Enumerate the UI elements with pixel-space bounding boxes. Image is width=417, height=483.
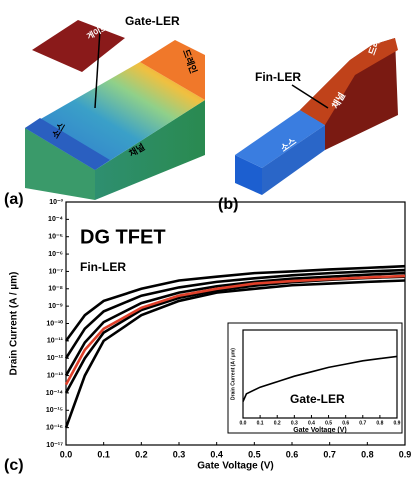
annotation: Gate-LER (125, 14, 180, 28)
y-tick-label: 10⁻⁸ (48, 286, 63, 293)
x-tick-label: 0.3 (291, 420, 298, 426)
figure: 게이트 Gate-LER 소스 채널 드레인 (a) Fin-LER 소스 채널… (0, 0, 417, 483)
gate-plate (32, 20, 125, 72)
x-tick-label: 0.1 (97, 449, 110, 459)
y-tick-label: 10⁻¹⁶ (46, 424, 63, 431)
x-tick-label: 0.1 (257, 420, 264, 426)
y-tick-label: 10⁻¹⁷ (46, 442, 63, 449)
x-tick-label: 0.5 (325, 420, 332, 426)
y-axis-label: Drain Current (A / µm) (9, 272, 20, 376)
y-tick-label: 10⁻⁹ (48, 303, 63, 310)
y-tick-label: 10⁻⁴ (48, 216, 63, 223)
x-tick-label: 0.3 (173, 449, 186, 459)
x-tick-label: 0.9 (394, 420, 401, 426)
x-tick-label: 0.0 (240, 420, 247, 426)
x-tick-label: 0.8 (376, 420, 383, 426)
annotation: Gate-LER (290, 392, 345, 406)
inset-frame (228, 323, 402, 433)
y-tick-label: 10⁻³ (49, 199, 63, 206)
x-tick-label: 0.4 (308, 420, 315, 426)
x-tick-label: 0.2 (135, 449, 148, 459)
y-tick-label: 10⁻¹⁴ (46, 390, 64, 397)
x-tick-label: 0.2 (274, 420, 281, 426)
x-tick-label: 0.0 (60, 449, 73, 459)
annotation: Fin-LER (255, 70, 301, 84)
x-tick-label: 0.4 (210, 449, 223, 459)
y-tick-label: 10⁻¹⁵ (46, 407, 63, 414)
x-tick-label: 0.7 (359, 420, 366, 426)
annotation: Fin-LER (80, 260, 126, 274)
page: 게이트 Gate-LER 소스 채널 드레인 (a) Fin-LER 소스 채널… (0, 0, 417, 483)
y-tick-label: 10⁻¹¹ (47, 338, 64, 345)
x-tick-label: 0.8 (361, 449, 374, 459)
y-tick-label: 10⁻¹⁰ (46, 319, 63, 327)
x-tick-label: 0.6 (342, 420, 349, 426)
device-b (235, 38, 398, 195)
x-tick-label: 0.6 (286, 449, 299, 459)
y-tick-label: 10⁻¹² (47, 355, 64, 362)
y-tick-label: 10⁻¹³ (47, 372, 64, 379)
x-tick-label: 0.7 (323, 449, 336, 459)
y-tick-label: 10⁻⁶ (48, 251, 63, 258)
y-tick-label: 10⁻⁷ (49, 268, 63, 275)
device-a (25, 20, 205, 200)
panel-label: (b) (218, 196, 238, 213)
x-axis-label: Gate Voltage (V) (293, 427, 347, 434)
panel-label: (c) (4, 457, 24, 474)
y-tick-label: 10⁻⁵ (48, 234, 63, 241)
chart-title: DG TFET (80, 226, 166, 248)
panel-label: (a) (4, 191, 24, 208)
x-tick-label: 0.9 (399, 449, 412, 459)
x-axis-label: Gate Voltage (V) (197, 461, 274, 472)
y-axis-label: Drain Current (A / µm) (230, 348, 236, 400)
x-tick-label: 0.5 (248, 449, 261, 459)
